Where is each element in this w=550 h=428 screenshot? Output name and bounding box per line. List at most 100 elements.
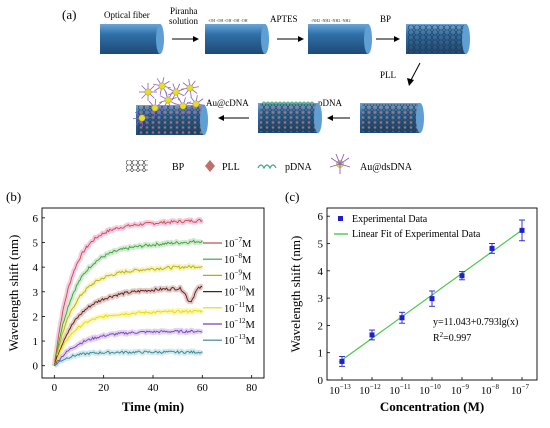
- series-line: [53, 264, 203, 365]
- legend-marker-data: [338, 216, 343, 221]
- y-tick-label: 2: [33, 311, 39, 323]
- fiber-pll: [360, 103, 424, 133]
- au-nanoparticle: [159, 91, 177, 109]
- legend-label: 10−8M: [224, 252, 252, 266]
- legend-data: Experimental Data: [352, 214, 428, 225]
- y-tick-label: 1: [33, 336, 39, 348]
- axis-ticks: 0 20 40 60 80 0 1 2 3 4 5 6: [33, 213, 258, 394]
- arrow-2: [277, 36, 304, 42]
- data-point: [459, 271, 465, 281]
- legend-pll: PLL: [222, 162, 240, 173]
- y-axis-label-c: Wavelength shift (nm): [288, 236, 303, 353]
- concentration-legend: 10−7M 10−8M 10−9M 10−10M 10−11M 10−12M 10−13M: [203, 236, 255, 347]
- y-tick-label: 2: [318, 320, 324, 332]
- x-axis-label-b: Time (min): [122, 399, 184, 414]
- data-point: [369, 329, 375, 341]
- data-point: [399, 311, 405, 324]
- panel-label-a: (a): [62, 7, 76, 22]
- au-nanoparticle: [181, 79, 199, 97]
- r-squared-annotation: R2=0.997: [433, 331, 471, 344]
- y-tick-label: 6: [33, 213, 39, 225]
- x-tick-label: 0: [52, 382, 58, 394]
- x-tick-label: 40: [148, 382, 160, 394]
- label-bp-step: BP: [380, 14, 391, 24]
- x-axis-label-c: Concentration (M): [380, 399, 484, 414]
- legend-fit: Linear Fit of Experimental Data: [352, 229, 481, 240]
- y-tick-label: 6: [318, 211, 324, 223]
- x-tick-label: 10−11: [389, 383, 411, 397]
- legend-bp: BP: [172, 162, 185, 173]
- fit-line: [338, 228, 524, 363]
- schematic-legend: BP PLL pDNA Au@dsDNA: [126, 153, 413, 174]
- label-piranha-2: solution: [169, 16, 199, 26]
- fiber-hydroxyl: -OH -OH -OH -OH -OH: [205, 18, 269, 54]
- x-tick-label: 10−9: [451, 383, 469, 397]
- legend-label: 10−9M: [224, 268, 252, 282]
- series-lines: [53, 219, 203, 367]
- bp-legend-icon: [126, 160, 148, 172]
- fiber-au-cdna: [132, 77, 208, 135]
- legend-label: 10−10M: [224, 285, 255, 299]
- series-line: [54, 329, 203, 367]
- chart-time-response: (b) 0 20 40 60 80 0 1 2 3 4 5 6 10−7M 10−8M 10−9M 10−1…: [6, 189, 265, 414]
- equation-annotation: y=11.043+0.793lg(x): [433, 317, 518, 328]
- series-band: [52, 327, 204, 368]
- x-tick-label: 10−10: [419, 383, 441, 397]
- x-tick-label: 20: [98, 382, 110, 394]
- arrow-4: [407, 62, 421, 86]
- fiber-pdna: [258, 101, 322, 133]
- y-tick-label: 3: [318, 293, 324, 305]
- series-line: [53, 239, 203, 366]
- chart-calibration: (c) 10−13 10−12 10−11 10−10 10−9 10−8 10−7 0 1 2 3…: [285, 189, 538, 414]
- label-aptes: APTES: [270, 14, 298, 24]
- legend-label: 10−7M: [224, 236, 252, 250]
- calibration-legend: Experimental Data Linear Fit of Experime…: [334, 214, 481, 240]
- au-nanoparticle: [187, 95, 205, 113]
- series-line: [53, 219, 203, 366]
- data-point: [519, 219, 525, 242]
- legend-au-dsdna: Au@dsDNA: [360, 162, 413, 173]
- arrow-5: [327, 115, 350, 121]
- au-nanoparticle: [174, 97, 192, 115]
- label-pll-step: PLL: [380, 70, 396, 80]
- y-tick-label: 0: [318, 375, 324, 387]
- arrow-1: [172, 36, 199, 42]
- arrow-6: [218, 115, 249, 121]
- y-tick-label: 4: [318, 266, 324, 278]
- axis-ticks: 10−13 10−12 10−11 10−10 10−9 10−8 10−7 0 1 2 3 4 5 6: [318, 211, 530, 397]
- label-pdna-step: pDNA: [318, 98, 342, 108]
- panel-label-c: (c): [285, 189, 299, 204]
- series-line: [53, 309, 203, 366]
- panel-label-b: (b): [6, 189, 21, 204]
- label-optical-fiber: Optical fiber: [104, 10, 150, 20]
- legend-label: 10−11M: [224, 301, 255, 315]
- au-dsdna-legend-icon: [329, 153, 351, 174]
- schematic-panel: (a) Optical fiber Piranha solution -OH -…: [62, 6, 470, 174]
- pdna-legend-icon: [257, 164, 277, 170]
- au-nanoparticle: [139, 83, 157, 101]
- y-axis-label-b: Wavelength shift (nm): [6, 235, 21, 352]
- y-tick-label: 4: [33, 262, 39, 274]
- legend-label: 10−13M: [224, 333, 255, 347]
- series-line: [53, 285, 203, 366]
- arrow-3: [376, 36, 400, 42]
- x-tick-label: 60: [197, 382, 209, 394]
- x-tick-label: 10−8: [481, 383, 499, 397]
- data-point: [429, 290, 435, 307]
- data-point: [339, 356, 345, 367]
- au-nanoparticle-cluster: [132, 77, 205, 128]
- fit-line-path: [338, 228, 524, 363]
- series-line: [54, 350, 203, 366]
- au-nanoparticle: [145, 98, 165, 118]
- svg-text:-OH -OH -OH -OH -OH: -OH -OH -OH -OH -OH: [208, 18, 248, 23]
- x-tick-label: 10−12: [359, 383, 381, 397]
- fiber-bp: [406, 24, 470, 54]
- x-tick-label: 10−13: [329, 383, 351, 397]
- label-au-cdna-step: Au@cDNA: [206, 98, 249, 108]
- y-tick-label: 5: [318, 238, 324, 250]
- au-nanoparticle: [132, 108, 152, 128]
- fiber-bare: [100, 24, 164, 54]
- y-tick-label: 1: [318, 348, 324, 360]
- label-piranha-1: Piranha: [170, 6, 198, 16]
